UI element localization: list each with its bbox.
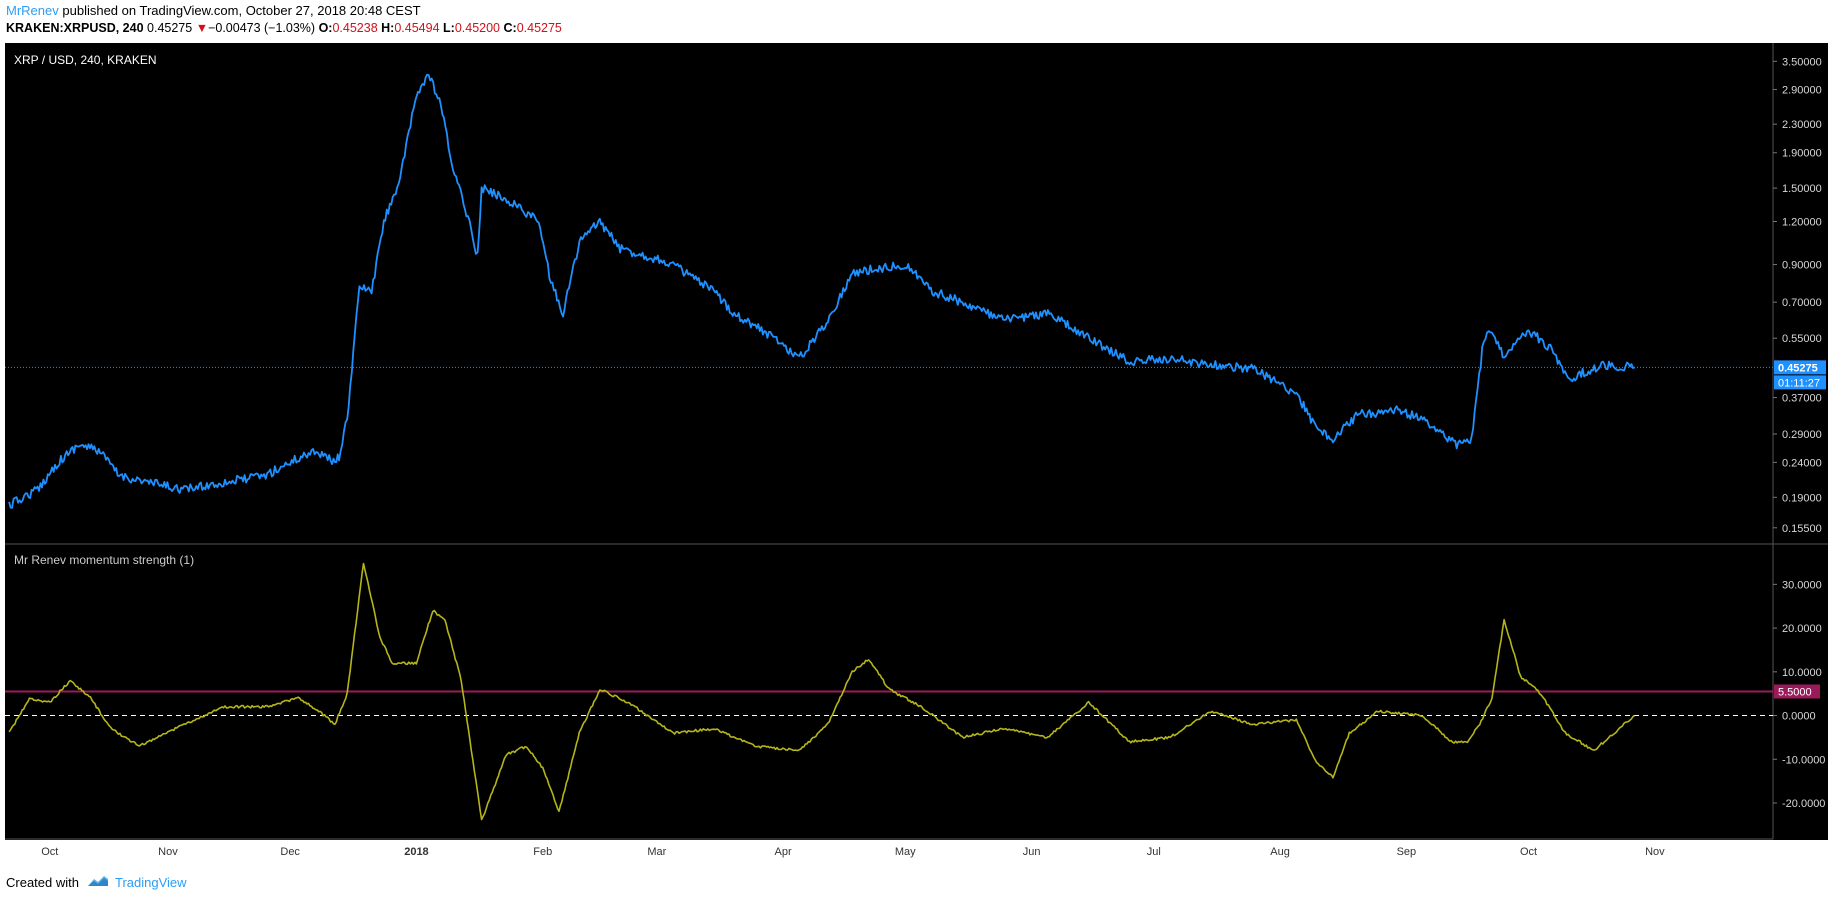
- time-tick-label: May: [895, 846, 916, 858]
- indicator-tick-label: 0.0000: [1782, 711, 1816, 723]
- open-label: O:: [318, 21, 333, 35]
- indicator-tick-label: 20.0000: [1782, 623, 1822, 635]
- indicator-tick-label: 10.0000: [1782, 667, 1822, 679]
- time-tick-label: Feb: [533, 846, 552, 858]
- open-value: 0.45238: [332, 21, 378, 35]
- price-tick-label: 1.90000: [1782, 148, 1822, 160]
- indicator-series-line: [8, 562, 1635, 821]
- indicator-tick-label: -10.0000: [1782, 754, 1825, 766]
- close-label: C:: [503, 21, 517, 35]
- threshold-label: 5.5000: [1778, 687, 1812, 699]
- price-pane-title: XRP / USD, 240, KRAKEN: [14, 53, 157, 67]
- last-price-label: 0.45275: [1778, 362, 1818, 374]
- price-tick-label: 0.19000: [1782, 492, 1822, 504]
- price-change: −0.00473 (−1.03%): [208, 21, 316, 35]
- time-tick-label: Apr: [775, 846, 792, 858]
- publish-header: MrRenev published on TradingView.com, Oc…: [6, 3, 421, 19]
- time-tick-label: Oct: [41, 846, 58, 858]
- author-link[interactable]: MrRenev: [6, 3, 59, 18]
- publish-info: published on TradingView.com, October 27…: [62, 3, 421, 18]
- chart-area[interactable]: XRP / USD, 240, KRAKEN Mr Renev momentum …: [5, 43, 1828, 864]
- created-with-label: Created with: [6, 874, 79, 890]
- chart-svg[interactable]: XRP / USD, 240, KRAKEN Mr Renev momentum …: [5, 43, 1828, 864]
- price-tick-label: 0.55000: [1782, 333, 1822, 345]
- indicator-pane-title: Mr Renev momentum strength (1): [14, 553, 194, 567]
- price-tick-label: 3.50000: [1782, 56, 1822, 68]
- indicator-tick-label: -20.0000: [1782, 798, 1825, 810]
- down-arrow-icon: ▼: [195, 21, 209, 35]
- price-tick-label: 2.30000: [1782, 119, 1822, 131]
- countdown-label-bg: [1774, 375, 1826, 390]
- threshold-label-bg: [1774, 684, 1820, 699]
- symbol-label: KRAKEN:XRPUSD, 240: [6, 21, 144, 35]
- last-price-label-bg: [1774, 360, 1826, 375]
- price-tick-label: 0.90000: [1782, 260, 1822, 272]
- time-axis-bg: [5, 840, 1828, 864]
- price-tick-label: 2.90000: [1782, 84, 1822, 96]
- time-tick-label: Nov: [1645, 846, 1665, 858]
- price-series-line: [8, 73, 1635, 509]
- high-value: 0.45494: [394, 21, 440, 35]
- tradingview-logo-icon[interactable]: [87, 874, 109, 891]
- price-tick-label: 0.29000: [1782, 429, 1822, 441]
- time-tick-label: 2018: [404, 846, 428, 858]
- time-tick-label: Aug: [1270, 846, 1290, 858]
- time-tick-label: Dec: [280, 846, 300, 858]
- last-price: 0.45275: [147, 21, 193, 35]
- price-tick-label: 0.37000: [1782, 393, 1822, 405]
- price-tick-label: 0.70000: [1782, 297, 1822, 309]
- indicator-tick-label: 30.0000: [1782, 579, 1822, 591]
- tradingview-brand-link[interactable]: TradingView: [114, 874, 187, 890]
- symbol-bar: KRAKEN:XRPUSD, 240 0.45275 ▼−0.00473 (−1…: [6, 21, 562, 37]
- price-tick-label: 1.50000: [1782, 183, 1822, 195]
- time-tick-label: Sep: [1397, 846, 1417, 858]
- price-tick-label: 0.24000: [1782, 457, 1822, 469]
- time-tick-label: Mar: [647, 846, 666, 858]
- low-value: 0.45200: [454, 21, 501, 35]
- time-tick-label: Oct: [1520, 846, 1537, 858]
- time-tick-label: Jul: [1147, 846, 1161, 858]
- countdown-label: 01:11:27: [1778, 377, 1820, 389]
- high-label: H:: [381, 21, 395, 35]
- close-value: 0.45275: [516, 21, 562, 35]
- low-label: L:: [443, 21, 455, 35]
- footer: Created with TradingView: [6, 872, 187, 892]
- time-tick-label: Nov: [158, 846, 178, 858]
- price-tick-label: 0.15500: [1782, 523, 1822, 535]
- time-tick-label: Jun: [1023, 846, 1041, 858]
- price-tick-label: 1.20000: [1782, 217, 1822, 229]
